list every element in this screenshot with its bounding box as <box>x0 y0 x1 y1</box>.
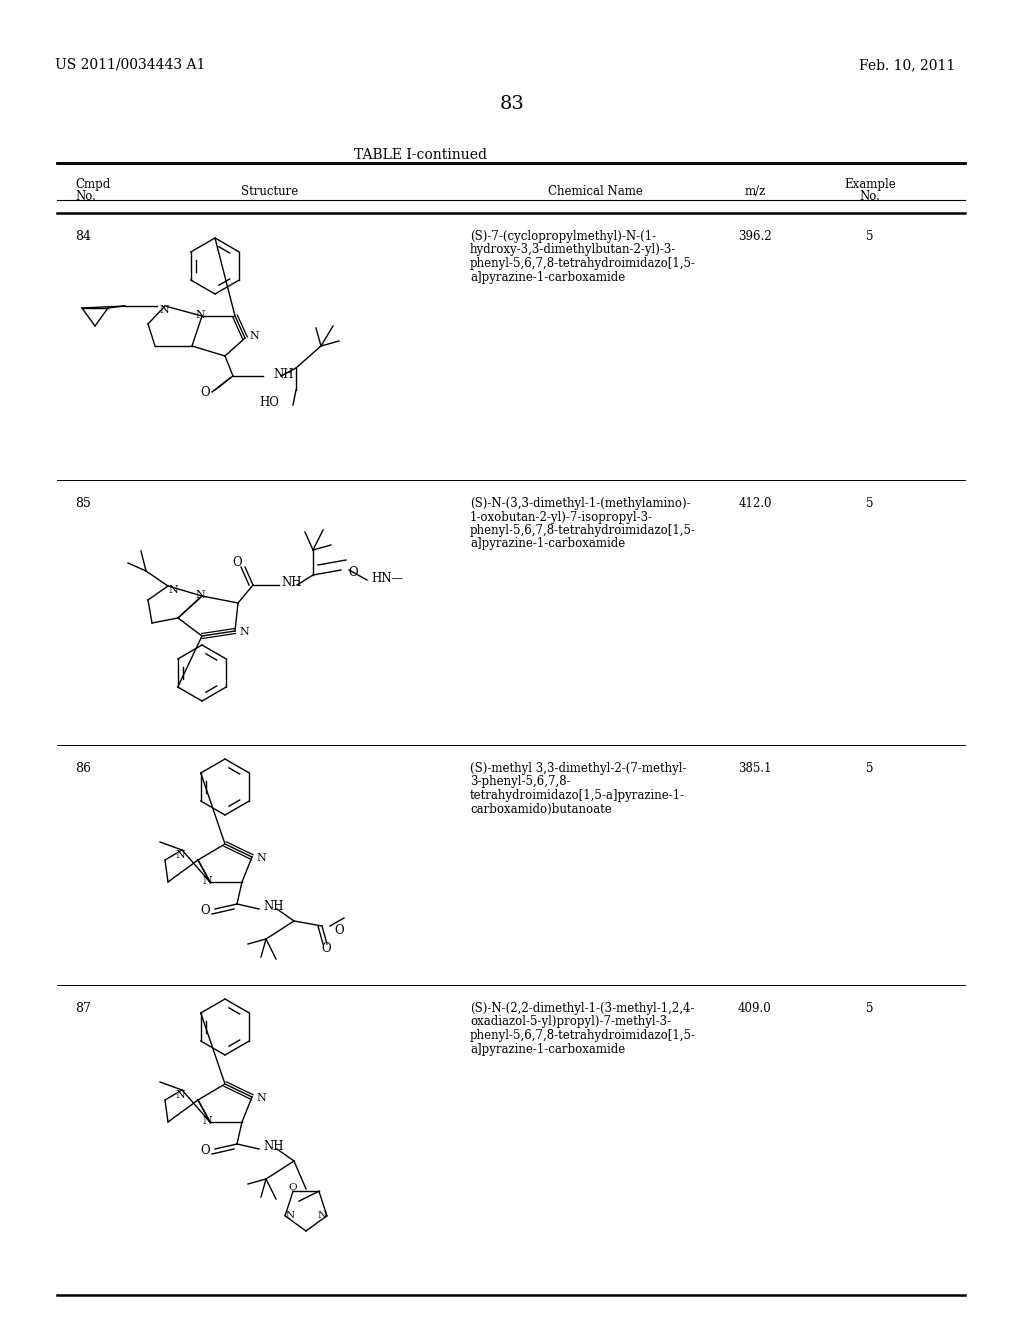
Text: N: N <box>175 1090 185 1100</box>
Text: NH: NH <box>263 900 284 913</box>
Text: oxadiazol-5-yl)propyl)-7-methyl-3-: oxadiazol-5-yl)propyl)-7-methyl-3- <box>470 1015 671 1028</box>
Text: No.: No. <box>75 190 96 203</box>
Text: NH: NH <box>281 577 301 590</box>
Text: NH: NH <box>263 1140 284 1154</box>
Text: O: O <box>232 556 242 569</box>
Text: O: O <box>289 1183 297 1192</box>
Text: 5: 5 <box>866 498 873 510</box>
Text: N: N <box>202 1115 212 1126</box>
Text: Cmpd: Cmpd <box>75 178 111 191</box>
Text: 5: 5 <box>866 1002 873 1015</box>
Text: HN—: HN— <box>371 572 403 585</box>
Text: phenyl-5,6,7,8-tetrahydroimidazo[1,5-: phenyl-5,6,7,8-tetrahydroimidazo[1,5- <box>470 1030 696 1041</box>
Text: 409.0: 409.0 <box>738 1002 772 1015</box>
Text: 396.2: 396.2 <box>738 230 772 243</box>
Text: N: N <box>249 331 259 341</box>
Text: N: N <box>175 850 185 861</box>
Text: m/z: m/z <box>744 185 766 198</box>
Text: Example: Example <box>844 178 896 191</box>
Text: O: O <box>200 1144 210 1158</box>
Text: 5: 5 <box>866 762 873 775</box>
Text: N: N <box>202 876 212 886</box>
Text: HO: HO <box>259 396 279 409</box>
Text: 84: 84 <box>75 230 91 243</box>
Text: a]pyrazine-1-carboxamide: a]pyrazine-1-carboxamide <box>470 1043 626 1056</box>
Text: a]pyrazine-1-carboxamide: a]pyrazine-1-carboxamide <box>470 271 626 284</box>
Text: (S)-N-(2,2-dimethyl-1-(3-methyl-1,2,4-: (S)-N-(2,2-dimethyl-1-(3-methyl-1,2,4- <box>470 1002 694 1015</box>
Text: O: O <box>200 387 210 400</box>
Text: N: N <box>317 1212 327 1220</box>
Text: (S)-methyl 3,3-dimethyl-2-(7-methyl-: (S)-methyl 3,3-dimethyl-2-(7-methyl- <box>470 762 686 775</box>
Text: Feb. 10, 2011: Feb. 10, 2011 <box>859 58 955 73</box>
Text: carboxamido)butanoate: carboxamido)butanoate <box>470 803 611 816</box>
Text: O: O <box>322 941 331 954</box>
Text: a]pyrazine-1-carboxamide: a]pyrazine-1-carboxamide <box>470 537 626 550</box>
Text: 385.1: 385.1 <box>738 762 772 775</box>
Text: N: N <box>159 305 169 315</box>
Text: phenyl-5,6,7,8-tetrahydroimidazo[1,5-: phenyl-5,6,7,8-tetrahydroimidazo[1,5- <box>470 257 696 271</box>
Text: 85: 85 <box>75 498 91 510</box>
Text: O: O <box>200 904 210 917</box>
Text: O: O <box>348 566 357 579</box>
Text: No.: No. <box>859 190 881 203</box>
Text: N: N <box>286 1212 295 1220</box>
Text: O: O <box>334 924 344 936</box>
Text: (S)-7-(cyclopropylmethyl)-N-(1-: (S)-7-(cyclopropylmethyl)-N-(1- <box>470 230 656 243</box>
Text: N: N <box>240 627 249 638</box>
Text: NH: NH <box>273 367 294 380</box>
Text: 87: 87 <box>75 1002 91 1015</box>
Text: phenyl-5,6,7,8-tetrahydroimidazo[1,5-: phenyl-5,6,7,8-tetrahydroimidazo[1,5- <box>470 524 696 537</box>
Text: 1-oxobutan-2-yl)-7-isopropyl-3-: 1-oxobutan-2-yl)-7-isopropyl-3- <box>470 511 653 524</box>
Text: N: N <box>196 310 205 319</box>
Text: Chemical Name: Chemical Name <box>548 185 642 198</box>
Text: 86: 86 <box>75 762 91 775</box>
Text: N: N <box>256 853 266 863</box>
Text: tetrahydroimidazo[1,5-a]pyrazine-1-: tetrahydroimidazo[1,5-a]pyrazine-1- <box>470 789 685 803</box>
Text: US 2011/0034443 A1: US 2011/0034443 A1 <box>55 58 206 73</box>
Text: (S)-N-(3,3-dimethyl-1-(methylamino)-: (S)-N-(3,3-dimethyl-1-(methylamino)- <box>470 498 690 510</box>
Text: 412.0: 412.0 <box>738 498 772 510</box>
Text: N: N <box>256 1093 266 1104</box>
Text: hydroxy-3,3-dimethylbutan-2-yl)-3-: hydroxy-3,3-dimethylbutan-2-yl)-3- <box>470 243 677 256</box>
Text: TABLE I-continued: TABLE I-continued <box>353 148 486 162</box>
Text: N: N <box>168 585 178 595</box>
Text: 5: 5 <box>866 230 873 243</box>
Text: 83: 83 <box>500 95 524 114</box>
Text: N: N <box>196 590 205 601</box>
Text: Structure: Structure <box>242 185 299 198</box>
Text: 3-phenyl-5,6,7,8-: 3-phenyl-5,6,7,8- <box>470 776 570 788</box>
